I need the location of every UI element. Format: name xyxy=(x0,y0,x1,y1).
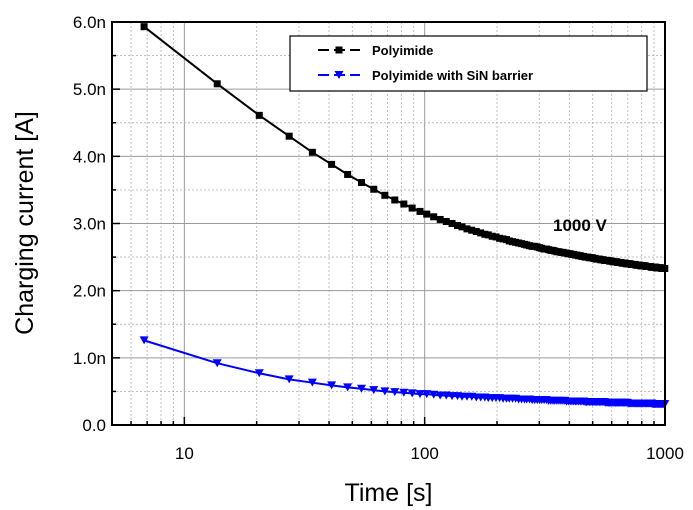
legend: Polyimide Polyimide with SiN barrier xyxy=(290,36,647,91)
data-point xyxy=(344,171,351,178)
data-point xyxy=(370,186,377,193)
data-point xyxy=(409,205,416,212)
y-tick-label: 4.0n xyxy=(73,147,106,166)
data-point xyxy=(400,201,407,208)
y-tick-label: 3.0n xyxy=(73,215,106,234)
x-axis-title: Time [s] xyxy=(345,479,433,507)
data-point xyxy=(328,161,335,168)
y-tick-label: 1.0n xyxy=(73,349,106,368)
data-point xyxy=(309,149,316,156)
data-point xyxy=(256,112,263,119)
y-tick-label: 0.0 xyxy=(82,416,106,435)
data-point xyxy=(358,179,365,186)
y-tick-label: 2.0n xyxy=(73,282,106,301)
voltage-annotation: 1000 V xyxy=(553,216,608,235)
data-point xyxy=(430,213,437,220)
x-tick-label: 10 xyxy=(175,444,194,463)
y-tick-label: 6.0n xyxy=(73,13,106,32)
y-tick-label: 5.0n xyxy=(73,80,106,99)
data-point xyxy=(141,23,148,30)
legend-label-sin-barrier: Polyimide with SiN barrier xyxy=(372,68,533,83)
x-tick-label: 1000 xyxy=(646,444,684,463)
legend-label-polyimide: Polyimide xyxy=(372,43,433,58)
data-point xyxy=(214,80,221,87)
legend-marker-polyimide xyxy=(336,47,343,54)
data-point xyxy=(437,216,444,223)
data-point xyxy=(381,192,388,199)
data-point xyxy=(416,208,423,215)
x-tick-label: 100 xyxy=(410,444,438,463)
data-point xyxy=(423,211,430,218)
data-point xyxy=(286,133,293,140)
y-axis-title: Charging current [A] xyxy=(11,111,39,335)
data-point xyxy=(391,196,398,203)
